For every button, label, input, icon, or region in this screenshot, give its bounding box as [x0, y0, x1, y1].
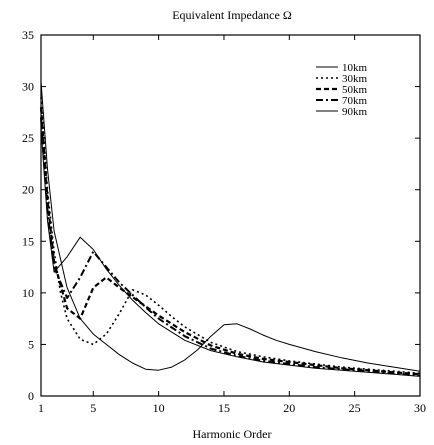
x-tick-label: 5	[90, 401, 96, 415]
series-line-50km	[39, 107, 421, 376]
series-line-10km	[40, 81, 421, 372]
y-tick-label: 25	[22, 131, 34, 145]
y-tick-label: 35	[22, 28, 34, 42]
y-tick-label: 15	[22, 234, 34, 248]
chart-title: Equivalent Impedance Ω	[172, 8, 292, 22]
x-axis-label: Harmonic Order	[193, 427, 272, 441]
x-axis-ticks: 1 5 10 15 20 25 30	[38, 35, 426, 415]
plot-area-border	[40, 34, 421, 397]
series-line-90km	[40, 127, 421, 377]
legend-label: 30km	[342, 73, 368, 85]
x-tick-label: 25	[349, 401, 361, 415]
x-tick-label: 20	[283, 401, 295, 415]
legend-label: 90km	[342, 106, 368, 118]
x-tick-label: 10	[153, 401, 165, 415]
x-tick-label: 30	[414, 401, 426, 415]
plot-frame	[40, 34, 421, 397]
y-tick-label: 10	[22, 286, 34, 300]
y-axis-ticks: 0 5 10 15 20 25 30 35	[22, 28, 420, 403]
legend-label: 50km	[342, 84, 368, 96]
series-line-70km	[40, 117, 421, 377]
y-tick-label: 5	[28, 337, 34, 351]
series-line-30km	[40, 96, 421, 375]
legend-label: 10km	[342, 62, 368, 74]
x-tick-label: 15	[218, 401, 230, 415]
y-tick-label: 30	[22, 80, 34, 94]
y-tick-label: 20	[22, 183, 34, 197]
legend-label: 70km	[342, 95, 368, 107]
x-tick-label: 1	[38, 401, 44, 415]
y-tick-label: 0	[28, 389, 34, 403]
series-lines	[39, 81, 421, 377]
